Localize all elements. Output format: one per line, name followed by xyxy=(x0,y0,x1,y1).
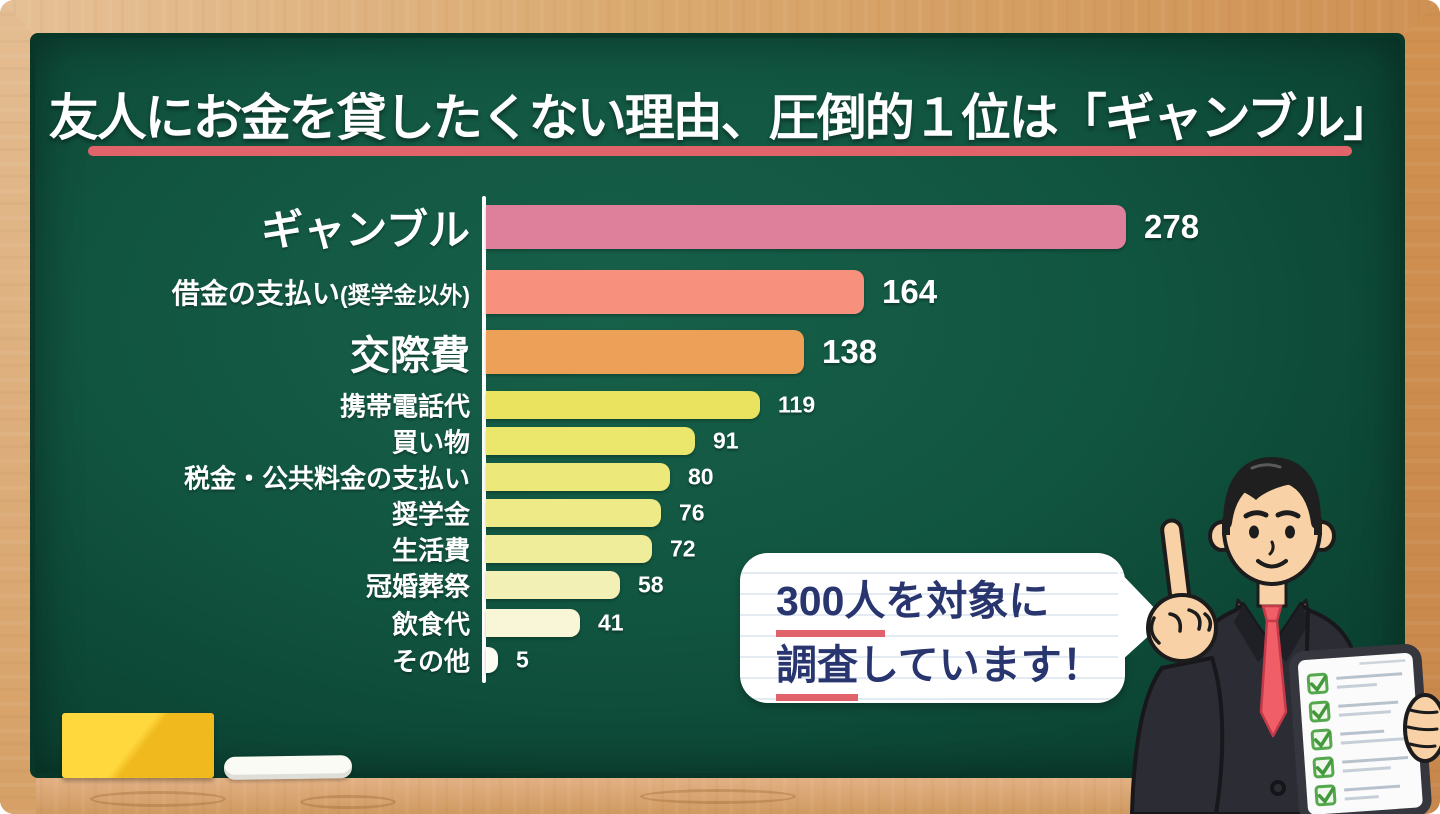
nose xyxy=(1268,540,1275,556)
suit-button xyxy=(1270,780,1286,796)
bar-value: 76 xyxy=(679,499,705,526)
tie-blade xyxy=(1259,619,1288,738)
bubble-text-line2: 調査しています！ xyxy=(776,631,1103,701)
sideburn-left xyxy=(1222,518,1230,535)
bar-value: 164 xyxy=(882,273,938,310)
bar-value: 119 xyxy=(778,391,816,418)
axis-baseline xyxy=(482,196,486,683)
bubble-emphasis: 300人 xyxy=(776,567,886,637)
bubble-text: を対象に xyxy=(885,578,1050,624)
hair-shine xyxy=(1250,463,1282,470)
clipboard xyxy=(1289,643,1432,814)
bar xyxy=(486,609,580,637)
suit-lapel-left xyxy=(1234,604,1272,662)
right-eyebrow xyxy=(1275,510,1301,519)
bar-value: 72 xyxy=(670,535,696,562)
bar-label: 飲食代 xyxy=(391,609,470,640)
bar xyxy=(486,205,1126,249)
bubble-text: しています！ xyxy=(858,642,1103,688)
bar-value: 58 xyxy=(638,571,664,598)
chalk-piece xyxy=(223,755,353,780)
bubble-text-line1: 300人を対象に xyxy=(776,567,1049,637)
bar-label: 交際費 xyxy=(350,334,470,378)
checklist xyxy=(1306,672,1409,807)
bar-label: 借金の支払い(奨学金以外) xyxy=(171,278,470,309)
bar-label: その他 xyxy=(391,646,470,677)
bar-label: 携帯電話代 xyxy=(339,391,470,422)
hair-fringe xyxy=(1238,478,1292,500)
character-head xyxy=(1208,456,1336,586)
page-title: 友人にお金を貸したくない理由、圧倒的１位は「ギャンブル」 xyxy=(48,90,1394,146)
left-eyebrow xyxy=(1243,510,1269,519)
gripping-hand xyxy=(1403,693,1440,763)
mouth-smile xyxy=(1256,559,1288,569)
businessman-character-illustration xyxy=(1130,456,1440,814)
bar-value: 138 xyxy=(822,333,878,370)
hair xyxy=(1222,456,1322,529)
right-eye xyxy=(1285,525,1295,539)
tie-knot xyxy=(1261,604,1283,623)
bar xyxy=(486,571,620,599)
left-eye xyxy=(1249,525,1259,539)
speech-bubble: 300人を対象に 調査しています！ xyxy=(740,553,1125,703)
wood-swirl xyxy=(90,791,226,807)
bar-value: 80 xyxy=(688,463,714,490)
character-left-arm xyxy=(1130,656,1225,814)
bar xyxy=(486,463,670,491)
bar-value: 5 xyxy=(516,646,529,673)
title-underline xyxy=(88,146,1352,156)
bar xyxy=(486,391,760,419)
bar-label: 生活費 xyxy=(391,535,470,566)
wood-swirl xyxy=(300,795,396,809)
pointing-hand xyxy=(1146,518,1218,663)
bar-value: 278 xyxy=(1144,208,1200,245)
wood-swirl xyxy=(640,789,796,804)
bar xyxy=(486,270,864,314)
bar-value: 91 xyxy=(713,427,739,454)
bar-label: 奨学金 xyxy=(391,499,470,530)
bubble-emphasis: 調査 xyxy=(776,631,858,701)
bar-label: 冠婚葬祭 xyxy=(365,571,470,602)
bar xyxy=(486,427,695,455)
suit-lapel-right xyxy=(1272,604,1310,662)
bar xyxy=(486,499,661,527)
bar-label: 買い物 xyxy=(391,427,470,458)
bar xyxy=(486,647,498,673)
bar xyxy=(486,535,652,563)
bar xyxy=(486,330,804,374)
bar-value: 41 xyxy=(598,609,624,636)
bar-label: ギャンブル xyxy=(261,206,470,254)
sideburn-right xyxy=(1314,518,1322,535)
bar-label: 税金・公共料金の支払い xyxy=(183,463,470,494)
board-eraser xyxy=(62,713,214,778)
